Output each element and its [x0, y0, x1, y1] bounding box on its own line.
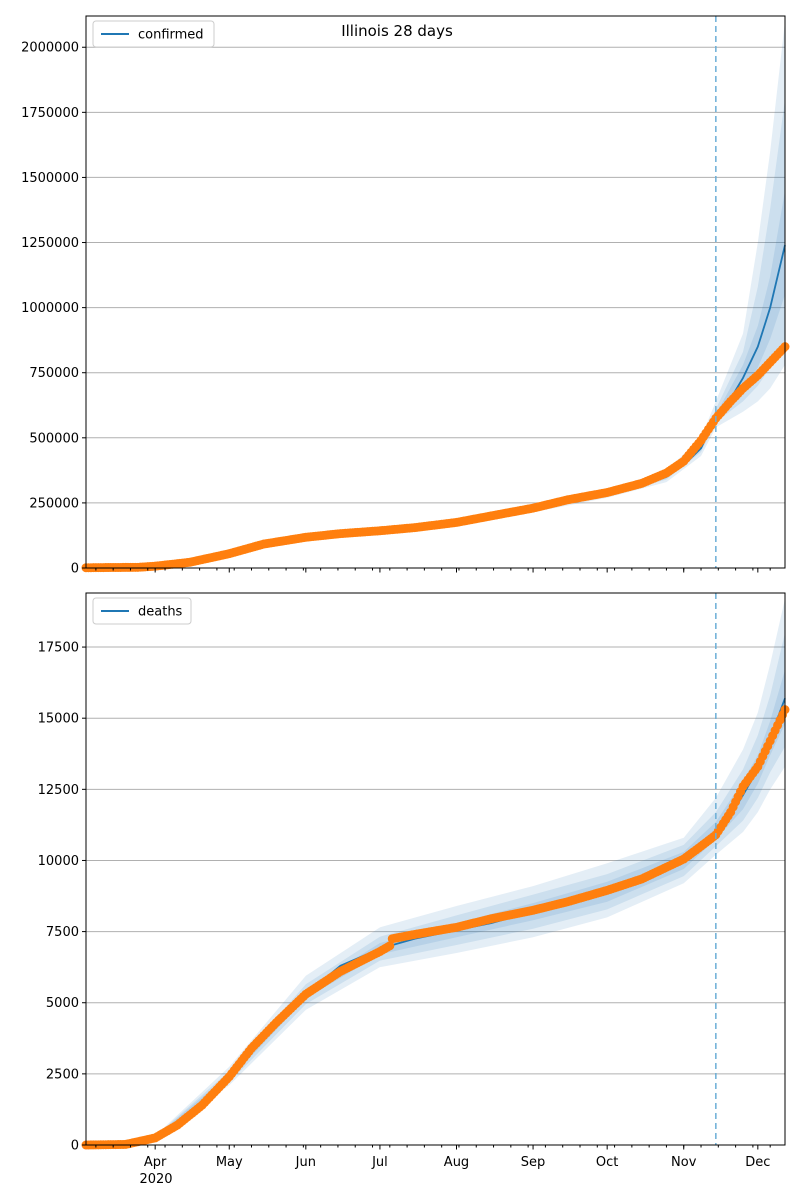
deaths-x-tick-label: Dec: [745, 1155, 770, 1170]
deaths-legend: deaths: [92, 597, 192, 625]
deaths-x-tick-label: Jun: [295, 1155, 316, 1170]
confirmed-uncertainty-band: [86, 99, 785, 568]
confirmed-axes-frame: [85, 15, 786, 569]
deaths-y-tick-label: 12500: [38, 783, 79, 798]
confirmed-x-ticks: [95, 568, 771, 573]
confirmed-y-ticks: 0 250000 500000 750000 1000000 1250000 1500000…: [21, 41, 86, 577]
deaths-x-tick-label: Nov: [671, 1155, 697, 1170]
deaths-x-ticks: Apr May Jun Jul Aug Sep Oct Nov Dec: [95, 1145, 771, 1170]
deaths-x-tick-label: Apr: [144, 1155, 167, 1170]
confirmed-y-tick-label: 500000: [29, 431, 79, 446]
deaths-y-tick-label: 5000: [46, 996, 79, 1011]
confirmed-y-tick-label: 750000: [29, 366, 79, 381]
deaths-observed-points: [81, 705, 790, 1150]
confirmed-uncertainty-band: [86, 190, 785, 568]
deaths-y-tick-label: 15000: [38, 712, 79, 727]
confirmed-uncertainty-band: [86, 21, 785, 568]
confirmed-panel: 0 250000 500000 750000 1000000 1250000 1500000…: [21, 15, 790, 577]
deaths-uncertainty-band: [86, 598, 785, 1145]
deaths-y-tick-label: 10000: [38, 854, 79, 869]
deaths-x-tick-label: Oct: [596, 1155, 618, 1170]
confirmed-legend: confirmed: [92, 20, 215, 48]
deaths-y-tick-label: 17500: [38, 641, 79, 656]
confirmed-y-tick-label: 0: [71, 562, 79, 577]
confirmed-grid: [86, 46, 785, 569]
confirmed-y-tick-label: 2000000: [21, 41, 79, 56]
deaths-legend-box: [92, 597, 192, 625]
confirmed-y-tick-label: 1250000: [21, 236, 79, 251]
confirmed-legend-label: confirmed: [138, 28, 204, 43]
deaths-x-tick-label: Sep: [521, 1155, 546, 1170]
deaths-x-tick-label: Jul: [371, 1155, 388, 1170]
x-year-label: 2020: [139, 1172, 172, 1187]
confirmed-bands: [86, 21, 785, 568]
confirmed-model-line: [85, 244, 786, 569]
deaths-legend-label: deaths: [138, 605, 183, 620]
deaths-y-ticks: 0 2500 5000 7500 10000 12500 15000 17500: [38, 641, 86, 1154]
deaths-y-tick-label: 2500: [46, 1067, 79, 1082]
confirmed-y-tick-label: 250000: [29, 496, 79, 511]
deaths-axes-frame: [85, 592, 786, 1146]
confirmed-legend-box: [92, 20, 215, 48]
confirmed-observed-points: [81, 342, 790, 573]
deaths-grid: [86, 646, 785, 1146]
deaths-y-tick-label: 0: [71, 1139, 79, 1154]
deaths-y-tick-label: 7500: [46, 925, 79, 940]
confirmed-y-tick-label: 1500000: [21, 171, 79, 186]
confirmed-y-tick-label: 1750000: [21, 106, 79, 121]
deaths-bands: [86, 598, 785, 1145]
deaths-panel: 0 2500 5000 7500 10000 12500 15000 17500 Apr May…: [38, 592, 790, 1187]
confirmed-model: [85, 244, 786, 569]
deaths-x-tick-label: May: [216, 1155, 243, 1170]
deaths-uncertainty-band: [86, 632, 785, 1145]
confirmed-y-tick-label: 1000000: [21, 301, 79, 316]
deaths-x-tick-label: Aug: [444, 1155, 469, 1170]
deaths-observed-point: [385, 941, 395, 951]
figure-title: Illinois 28 days: [341, 22, 453, 40]
